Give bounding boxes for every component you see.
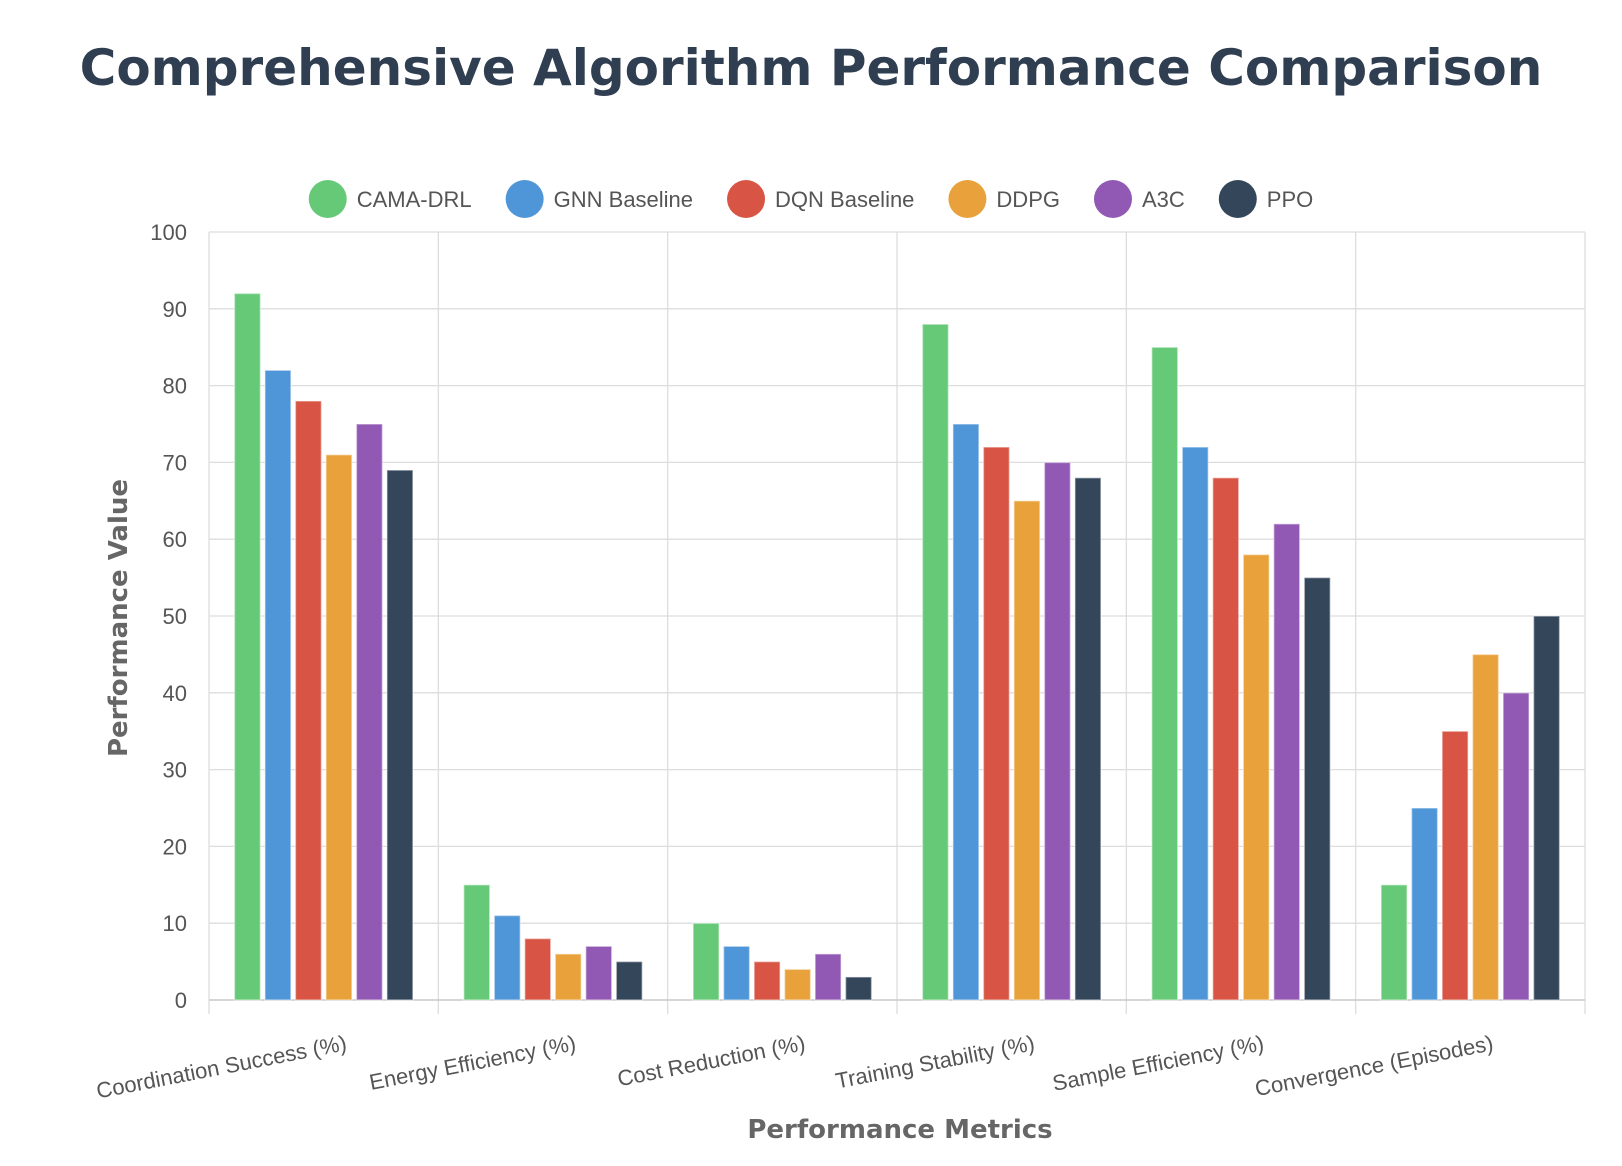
y-tick-label: 10 <box>163 911 187 936</box>
legend-item[interactable]: A3C <box>1093 180 1185 218</box>
bar <box>921 323 950 1001</box>
bar <box>1181 446 1209 1001</box>
legend-item[interactable]: DDPG <box>948 180 1060 218</box>
bar <box>585 945 613 1001</box>
bar <box>294 400 323 1001</box>
bar <box>1410 807 1439 1001</box>
bar <box>692 922 720 1001</box>
bar <box>463 884 491 1001</box>
y-tick-label: 20 <box>163 834 187 859</box>
bar <box>1441 730 1469 1001</box>
bar <box>1242 553 1270 1001</box>
legend-item[interactable]: CAMA-DRL <box>308 180 472 218</box>
legend-item[interactable]: DQN Baseline <box>727 180 914 218</box>
bar <box>1502 692 1530 1001</box>
bar <box>1532 615 1561 1001</box>
bar <box>753 960 781 1001</box>
x-tick-label: Convergence (Episodes) <box>1253 1030 1495 1101</box>
legend-label: CAMA-DRL <box>357 187 472 212</box>
bar <box>1273 523 1301 1001</box>
y-axis-title: Performance Value <box>104 479 134 757</box>
bar <box>1471 653 1500 1001</box>
legend-swatch <box>308 180 347 218</box>
y-tick-label: 50 <box>163 604 187 629</box>
legend-swatch <box>948 180 987 218</box>
bar <box>722 945 751 1001</box>
x-tick-label: Training Stability (%) <box>833 1030 1036 1093</box>
bar <box>386 469 414 1001</box>
y-tick-label: 30 <box>163 758 187 783</box>
legend-swatch <box>727 180 766 218</box>
bar <box>982 446 1011 1001</box>
bar <box>1380 884 1408 1001</box>
bar <box>264 369 292 1001</box>
legend-label: DQN Baseline <box>775 187 914 212</box>
y-tick-label: 60 <box>163 527 187 552</box>
bar <box>783 968 812 1001</box>
chart-title: Comprehensive Algorithm Performance Comp… <box>80 39 1543 97</box>
legend-item[interactable]: PPO <box>1218 180 1313 218</box>
bar <box>325 453 353 1001</box>
bar <box>493 914 521 1001</box>
bar <box>233 292 262 1001</box>
y-tick-label: 0 <box>175 988 187 1013</box>
x-tick-label: Energy Efficiency (%) <box>367 1030 578 1095</box>
bars <box>233 292 1561 1001</box>
legend-label: GNN Baseline <box>554 187 693 212</box>
x-tick-label: Sample Efficiency (%) <box>1050 1030 1266 1096</box>
legend: CAMA-DRL GNN Baseline DQN Baseline DDPG A3C P… <box>308 180 1313 218</box>
bar <box>355 423 384 1001</box>
y-tick-label: 100 <box>150 220 187 245</box>
x-tick-label: Cost Reduction (%) <box>615 1030 807 1091</box>
y-tick-label: 70 <box>163 450 187 475</box>
bar <box>844 976 873 1001</box>
y-axis-ticks: 0 10 20 30 40 50 60 70 80 90 100 <box>150 220 187 1013</box>
legend-item[interactable]: GNN Baseline <box>505 180 693 218</box>
legend-label: DDPG <box>996 187 1060 212</box>
bar <box>524 937 552 1001</box>
bar <box>1212 477 1240 1001</box>
bar <box>1043 461 1072 1001</box>
legend-swatch <box>1218 180 1257 218</box>
gridlines <box>208 231 1586 1014</box>
x-axis-ticks: Coordination Success (%) Energy Efficienc… <box>94 1030 1495 1103</box>
bar <box>1013 500 1041 1001</box>
legend-swatch <box>505 180 544 218</box>
bar <box>1151 346 1179 1001</box>
bar <box>615 960 643 1001</box>
legend-label: PPO <box>1267 187 1313 212</box>
bar <box>952 423 980 1001</box>
bar <box>554 953 582 1001</box>
y-tick-label: 80 <box>163 374 187 399</box>
legend-swatch <box>1093 180 1132 218</box>
x-axis-title: Performance Metrics <box>747 1115 1052 1145</box>
bar <box>1303 576 1331 1001</box>
bar <box>814 953 842 1001</box>
y-tick-label: 90 <box>163 297 187 322</box>
x-tick-label: Coordination Success (%) <box>94 1030 348 1103</box>
legend-label: A3C <box>1142 187 1185 212</box>
bar <box>1074 477 1102 1001</box>
y-tick-label: 40 <box>163 681 187 706</box>
